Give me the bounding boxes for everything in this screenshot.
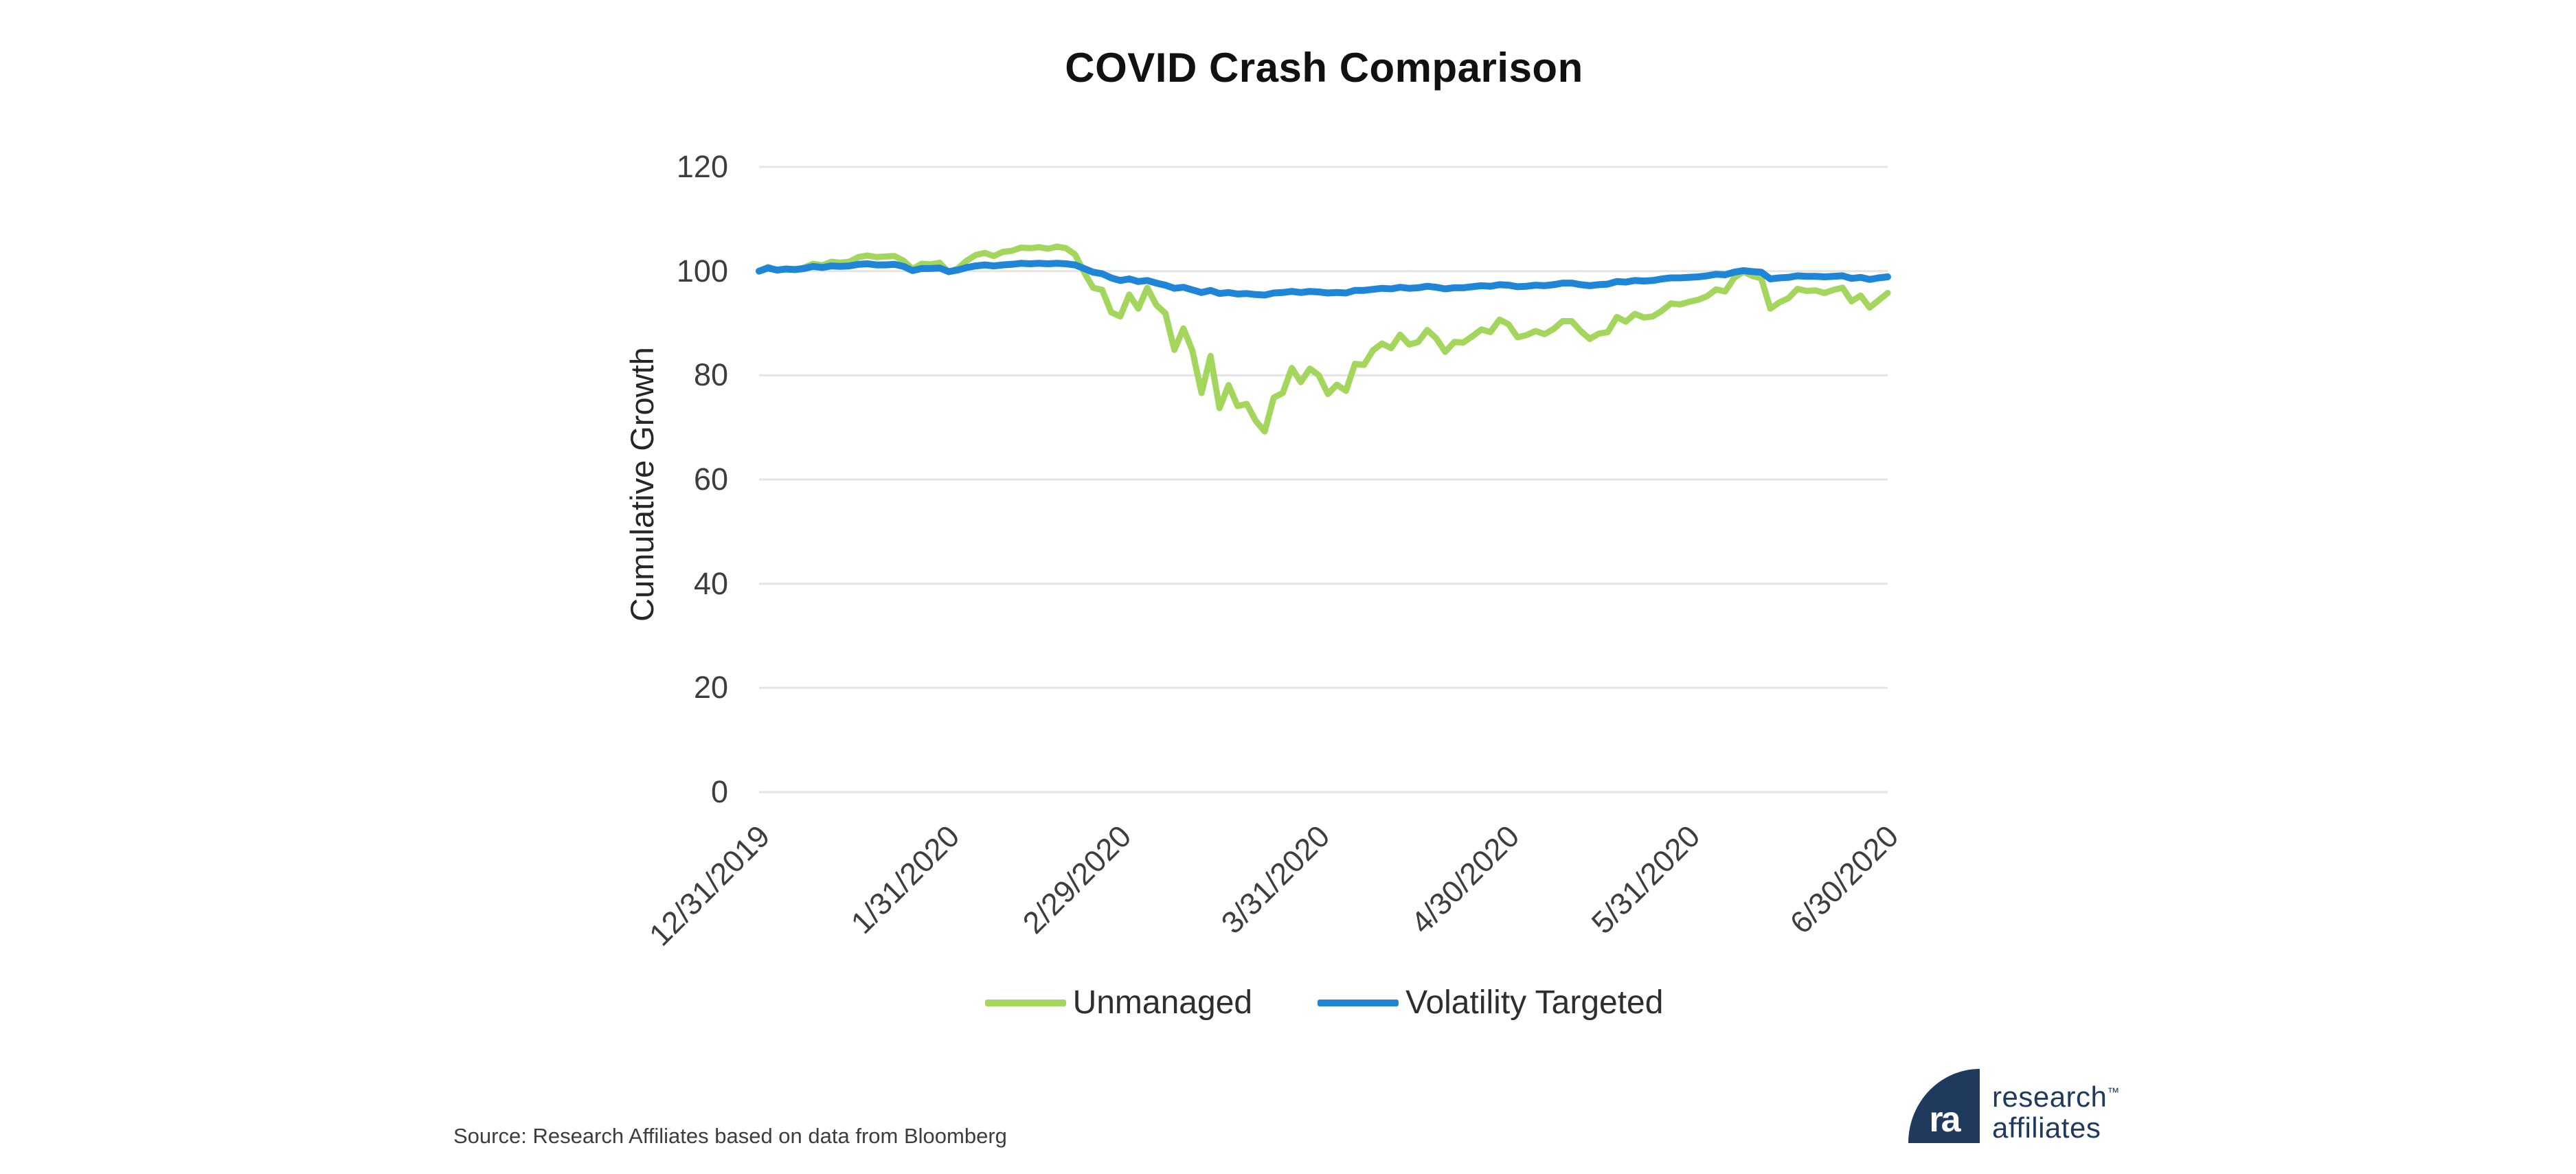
- ra-logo-line1: research: [1992, 1081, 2108, 1113]
- unmanaged-line-swatch: [984, 999, 1066, 1006]
- legend: Unmanaged Volatility Targeted: [759, 984, 1889, 1021]
- y-tick-label: 120: [676, 149, 728, 184]
- y-tick-label: 20: [693, 670, 728, 705]
- ra-logo-text: research™ affiliates: [1992, 1077, 2120, 1143]
- source-note: Source: Research Affiliates based on dat…: [453, 1124, 1007, 1148]
- legend-label-volatility-targeted: Volatility Targeted: [1405, 984, 1664, 1021]
- y-tick-label: 0: [710, 774, 728, 809]
- legend-label-unmanaged: Unmanaged: [1072, 984, 1253, 1021]
- volatility-targeted-line-swatch: [1318, 999, 1399, 1006]
- y-tick-label: 40: [693, 565, 728, 601]
- y-tick-label: 100: [676, 253, 728, 289]
- chart-title: COVID Crash Comparison: [1065, 45, 1583, 91]
- ra-monogram: ra: [1929, 1100, 1961, 1140]
- research-affiliates-logo: ra research™ affiliates: [1908, 1069, 2120, 1143]
- y-tick-label: 60: [693, 462, 728, 497]
- trademark-symbol: ™: [2107, 1085, 2120, 1099]
- legend-item-volatility-targeted: Volatility Targeted: [1318, 984, 1663, 1021]
- legend-item-unmanaged: Unmanaged: [984, 984, 1253, 1021]
- volatility-targeted-line: [756, 260, 1891, 299]
- ra-logo-line2: affiliates: [1992, 1111, 2101, 1144]
- ra-logo-mark-icon: ra: [1908, 1069, 1980, 1143]
- y-tick-label: 80: [693, 357, 728, 393]
